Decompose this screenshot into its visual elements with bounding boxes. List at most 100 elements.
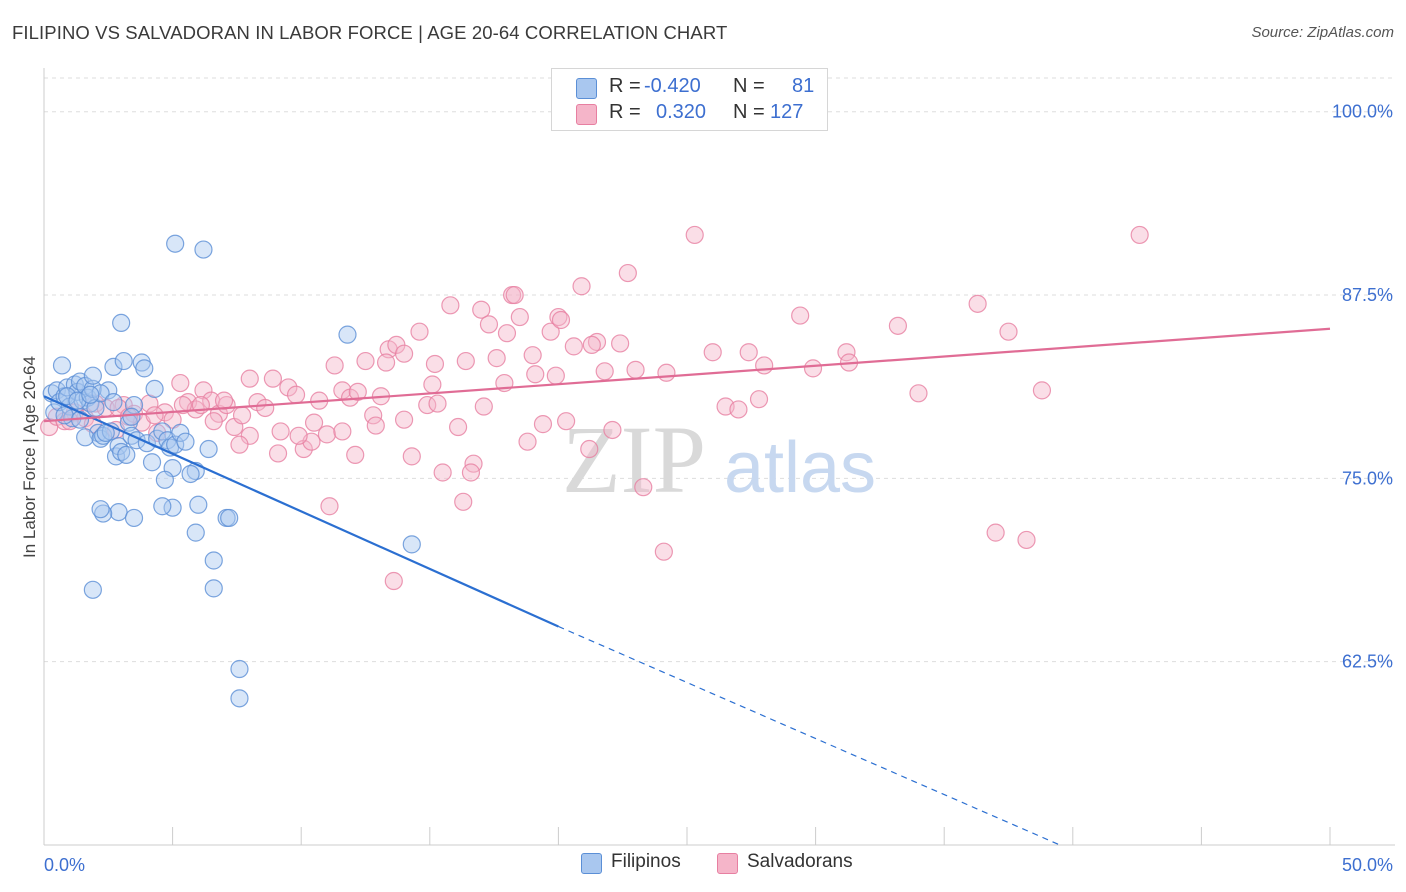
salvadoran-point (425, 354, 445, 374)
filipino-point (52, 356, 72, 375)
filipinos-legend-swatch (581, 853, 602, 874)
filipino-point (194, 240, 213, 259)
salvadoran-point (271, 422, 290, 441)
salvadoran-point (505, 285, 524, 305)
y-tick-label: 87.5% (1342, 285, 1393, 305)
salvadoran-point (394, 344, 414, 363)
chart-title: FILIPINO VS SALVADORAN IN LABOR FORCE | … (12, 22, 728, 43)
salvadorans-legend-swatch (717, 853, 738, 874)
salvadoran-point (572, 277, 591, 296)
salvadoran-point (333, 422, 352, 441)
salvadoran-point (603, 420, 622, 440)
salvadoran-point (325, 356, 344, 375)
filipino-point (145, 379, 164, 399)
salvadoran-point (526, 365, 545, 384)
salvadoran-point (456, 351, 475, 371)
salvadoran-point (791, 306, 810, 325)
salvadoran-point (433, 463, 452, 482)
y-axis-label: In Labor Force | Age 20-64 (20, 356, 39, 558)
watermark-atlas: atlas (724, 428, 876, 508)
salvadoran-point (204, 412, 223, 431)
salvadoran-point (317, 425, 337, 444)
salvadoran-point (523, 346, 542, 365)
y-tick-label: 75.0% (1342, 468, 1393, 488)
filipino-point (204, 551, 223, 570)
salvadoran-point (173, 395, 192, 415)
filipinos-legend-label: Filipinos (611, 851, 681, 872)
filipino-point (171, 423, 190, 443)
salvadoran-point (1032, 381, 1052, 400)
filipino-point (91, 429, 110, 448)
salvadoran-point (441, 296, 460, 315)
y-tick-label: 100.0% (1332, 102, 1393, 122)
salvadoran-point (986, 523, 1005, 542)
filipino-point (81, 385, 100, 404)
filipino-point (117, 445, 136, 465)
legend-n-value: 127 (770, 101, 804, 123)
legend-r-label: R = (609, 75, 641, 97)
legend-n-label: N = (733, 101, 765, 123)
filipinos-trend-line (43, 395, 559, 628)
salvadoran-point (999, 322, 1018, 341)
filipino-point (104, 393, 123, 412)
salvadoran-point (256, 398, 275, 418)
salvadoran-point (454, 492, 473, 511)
salvadoran-point (279, 378, 298, 397)
salvadorans-legend-label: Salvadorans (747, 851, 853, 872)
watermark-zip: ZIP (562, 406, 706, 513)
salvadoran-point (230, 435, 249, 454)
legend-r-label: R = (609, 101, 641, 123)
filipinos-swatch (576, 78, 597, 99)
salvadoran-point (268, 444, 288, 463)
salvadoran-point (461, 463, 481, 482)
salvadoran-point (402, 447, 421, 466)
filipino-point (153, 497, 172, 516)
salvadoran-point (888, 316, 908, 335)
salvadoran-point (685, 225, 704, 245)
salvadoran-point (755, 356, 774, 375)
salvadoran-point (487, 349, 506, 368)
salvadoran-point (582, 335, 601, 355)
filipino-point (112, 313, 131, 333)
salvadoran-point (346, 445, 365, 465)
legend-r-value: -0.420 (644, 75, 701, 97)
salvadoran-point (145, 406, 164, 425)
salvadoran-point (376, 353, 396, 372)
salvadoran-point (423, 375, 442, 394)
salvadoran-point (611, 334, 630, 353)
salvadoran-point (587, 332, 607, 352)
salvadoran-point (626, 360, 645, 379)
filipino-point (124, 395, 144, 415)
filipino-point (114, 351, 133, 371)
salvadoran-point (472, 300, 491, 319)
filipino-point (153, 422, 172, 441)
filipino-point (58, 387, 77, 406)
salvadoran-point (703, 343, 722, 362)
x-tick-label-min: 0.0% (44, 855, 85, 875)
salvadoran-point (510, 307, 529, 327)
salvadoran-point (410, 322, 429, 341)
salvadoran-point (909, 384, 928, 403)
legend-n-value: 81 (792, 75, 815, 97)
salvadoran-point (739, 343, 758, 362)
filipino-point (181, 464, 200, 484)
salvadoran-point (564, 337, 583, 356)
filipino-point (76, 428, 95, 447)
filipino-point (204, 579, 223, 598)
salvadoran-point (546, 366, 565, 385)
filipino-point (186, 523, 205, 542)
x-tick-label-max: 50.0% (1342, 855, 1393, 875)
salvadoran-point (214, 391, 234, 410)
salvadoran-point (1017, 530, 1036, 550)
salvadoran-point (320, 497, 339, 516)
salvadoran-point (729, 400, 748, 419)
salvadoran-point (803, 359, 823, 378)
salvadoran-point (356, 351, 375, 371)
salvadoran-point (580, 439, 599, 459)
filipino-point (176, 432, 195, 451)
salvadoran-point (448, 417, 468, 437)
filipino-point (155, 470, 174, 489)
gridlines (44, 77, 1395, 663)
salvadoran-point (634, 478, 653, 497)
